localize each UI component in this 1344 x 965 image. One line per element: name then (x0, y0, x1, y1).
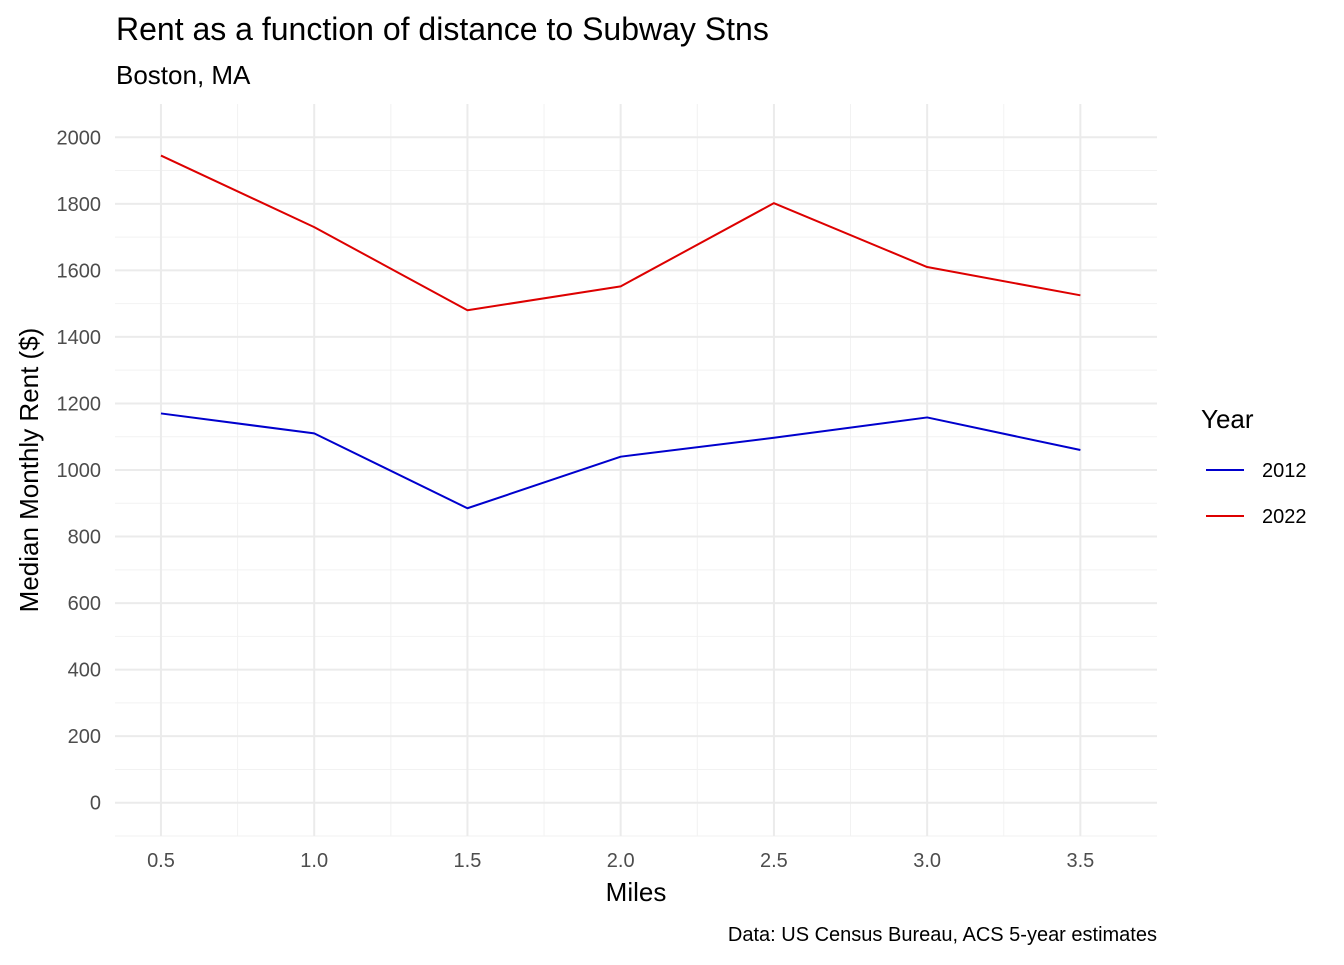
series-line-2022 (160, 154, 1081, 312)
y-tick-label: 1800 (57, 194, 102, 216)
y-tick-label: 1000 (57, 460, 102, 482)
x-tick-label: 1.5 (454, 850, 482, 872)
y-tick-label: 200 (68, 726, 101, 748)
legend: Year 2012 2022 (1201, 404, 1307, 528)
y-axis-title: Median Monthly Rent ($) (14, 328, 44, 613)
y-tick-label: 400 (68, 660, 101, 682)
series-line-2012 (160, 412, 1081, 510)
grid (115, 104, 1157, 837)
x-tick-label: 3.5 (1066, 850, 1094, 872)
y-tick-label: 1400 (57, 327, 102, 349)
legend-title: Year (1201, 404, 1254, 434)
legend-label-2022: 2022 (1262, 506, 1307, 528)
y-tick-label: 2000 (57, 127, 102, 149)
y-tick-label: 0 (90, 793, 101, 815)
x-tick-label: 2.0 (607, 850, 635, 872)
y-tick-label: 1200 (57, 393, 102, 415)
y-axis-ticks: 0 200 400 600 800 1000 1200 1400 1600 1800 2000 (57, 127, 102, 814)
x-tick-label: 0.5 (147, 850, 175, 872)
legend-item-2012: 2012 (1206, 460, 1307, 482)
x-tick-label: 2.5 (760, 850, 788, 872)
chart-subtitle: Boston, MA (116, 60, 251, 90)
chart-title: Rent as a function of distance to Subway… (116, 11, 769, 47)
x-tick-label: 3.0 (913, 850, 941, 872)
y-tick-label: 1600 (57, 260, 102, 282)
x-tick-label: 1.0 (300, 850, 328, 872)
legend-items: 2012 2022 (1206, 460, 1307, 528)
y-tick-label: 600 (68, 593, 101, 615)
x-axis-title: Miles (606, 877, 667, 907)
y-tick-label: 800 (68, 527, 101, 549)
chart-caption: Data: US Census Bureau, ACS 5-year estim… (728, 924, 1157, 946)
series-lines (160, 154, 1081, 510)
legend-item-2022: 2022 (1206, 506, 1307, 528)
legend-label-2012: 2012 (1262, 460, 1307, 482)
x-axis-ticks: 0.5 1.0 1.5 2.0 2.5 3.0 3.5 (147, 850, 1094, 872)
